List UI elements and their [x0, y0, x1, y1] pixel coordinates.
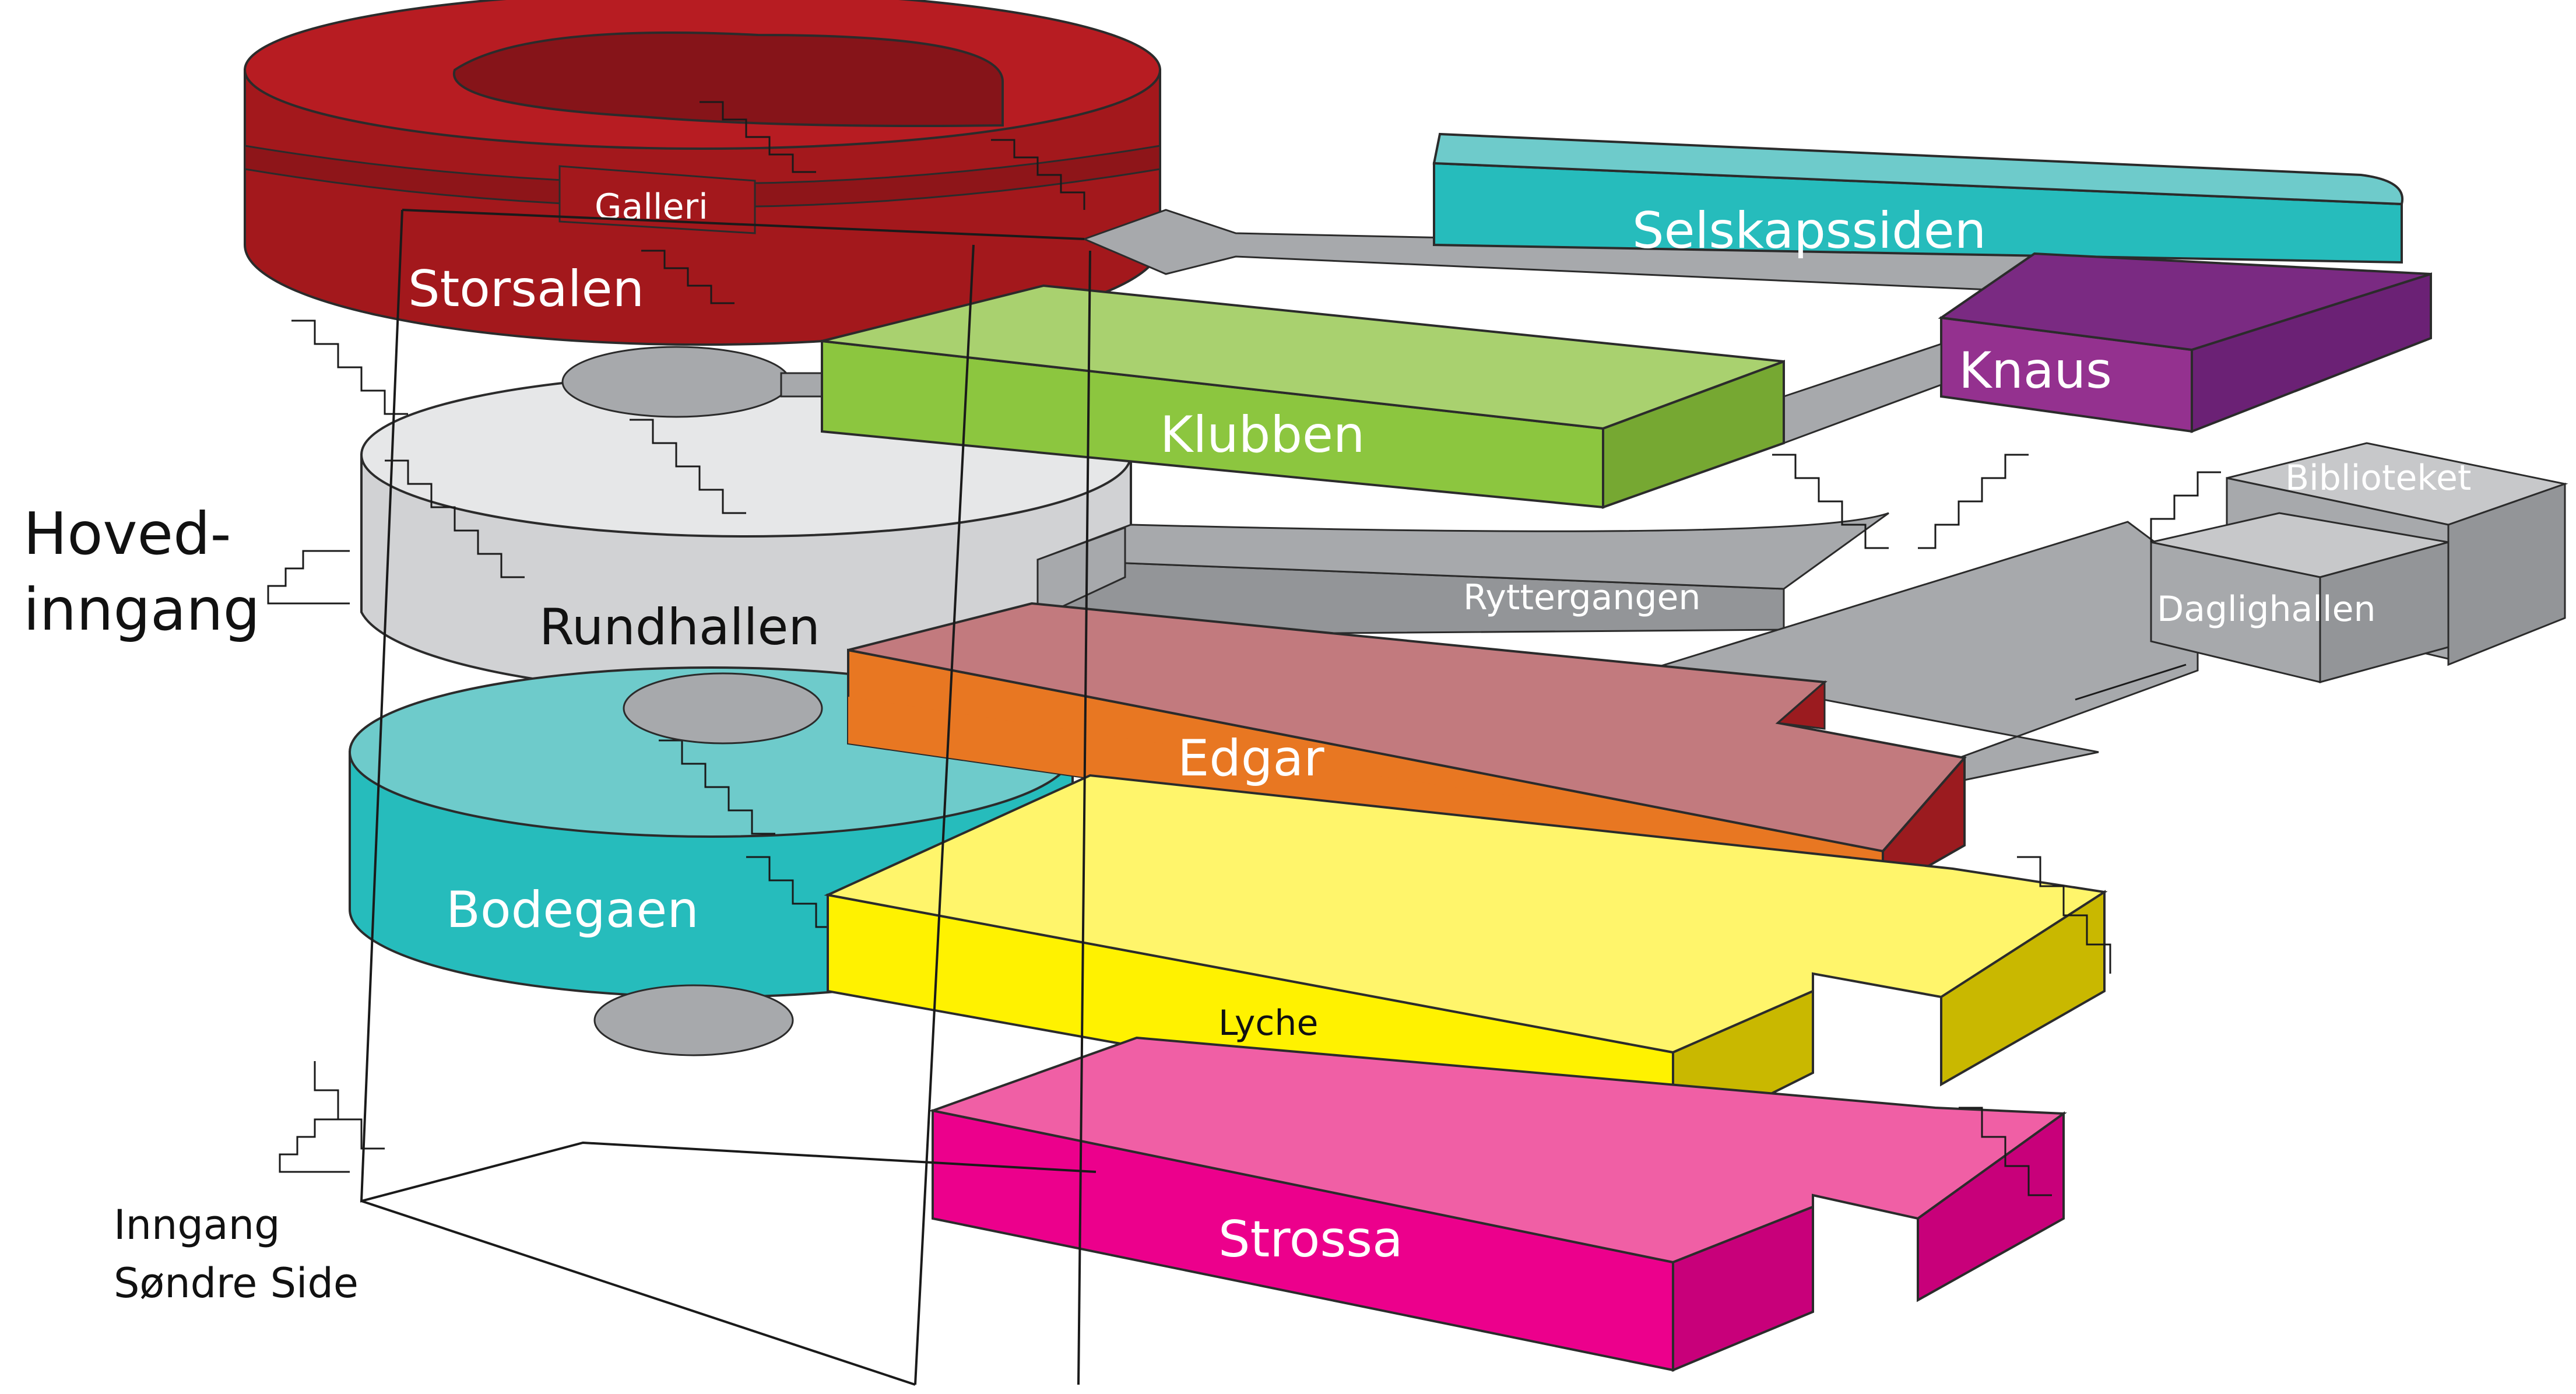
knaus-stairs [1772, 454, 1889, 549]
klubben-side [1602, 360, 1785, 509]
edgar-label: Edgar [1178, 729, 1324, 788]
storsalen-stairs-2 [991, 139, 1085, 210]
knaus-side [2191, 272, 2432, 433]
klubben-knaus-corridor [1783, 342, 1942, 445]
main-entrance-label-line2: inngang [23, 575, 260, 644]
left-stairs-upper [291, 319, 408, 415]
selskapssiden-block: Selskapssiden [1432, 132, 2404, 264]
frame-bottom-edge [361, 1200, 916, 1386]
biblioteket-stairs [2150, 471, 2221, 542]
strossa-side [1672, 1205, 1814, 1372]
main-entrance: Hoved- inngang [23, 500, 350, 644]
frame-right-post [1077, 250, 1091, 1385]
south-entrance: Inngang Søndre Side [114, 1118, 359, 1307]
ryttergangen-top [1037, 512, 1889, 590]
knaus-label: Knaus [1959, 342, 2112, 400]
strossa-block: Strossa [928, 1036, 2067, 1372]
daglighallen-side [2319, 541, 2450, 683]
upper-landing [561, 346, 791, 418]
selskapssiden-label: Selskapssiden [1632, 202, 1986, 260]
lyche-stairs [2017, 856, 2111, 974]
lyche-label: Lyche [1218, 1003, 1318, 1044]
edgar-notch [1776, 680, 1826, 730]
frame-left-post [360, 209, 1097, 1203]
daglighallen-wing: Biblioteket Daglighallen [1655, 442, 2568, 782]
storsalen-block: Galleri Storsalen [244, 0, 1161, 346]
lower-landing [593, 984, 794, 1056]
frame-center-post [914, 244, 975, 1385]
knaus-block: Knaus [1938, 252, 2432, 433]
galleri-box [558, 165, 756, 234]
daglighallen-label: Daglighallen [2157, 589, 2376, 630]
strossa-label: Strossa [1218, 1210, 1403, 1269]
biblioteket-label: Biblioteket [2285, 458, 2471, 498]
left-stairs-lower [314, 1061, 385, 1150]
south-entrance-label-line2: Søndre Side [114, 1259, 359, 1307]
klubben-label: Klubben [1160, 406, 1365, 464]
storsalen-balcony-band [244, 145, 1161, 208]
strossa-side-2 [1917, 1111, 2065, 1302]
middle-landing [623, 672, 823, 745]
daglighallen-entrance-steps [2075, 663, 2187, 701]
ryttergangen-label: Ryttergangen [1463, 577, 1700, 618]
ryttergangen-end [1036, 526, 1126, 620]
south-entrance-label-line1: Inngang [114, 1201, 280, 1249]
storsalen-opening [452, 31, 1004, 127]
strossa-stairs [1959, 1107, 2052, 1196]
ryttergangen-block: Ryttergangen [1036, 512, 1889, 637]
wing-gray-floor [1655, 521, 2199, 782]
bodegaen-stairs-2 [746, 856, 839, 928]
selskapssiden-top [1432, 132, 2404, 206]
south-entrance-steps-icon [279, 1118, 350, 1173]
storsalen-label: Storsalen [408, 260, 644, 318]
knaus-stairs-2 [1918, 454, 2029, 549]
main-entrance-label-line1: Hoved- [23, 500, 231, 568]
bodegaen-label: Bodegaen [446, 881, 699, 939]
storsalen-stairs-3 [641, 250, 735, 304]
frame-top-edge [402, 209, 1085, 240]
lyche-side-2 [1940, 890, 2106, 1087]
bodegaen-stairs-1 [659, 739, 775, 835]
main-entrance-steps-icon [267, 550, 350, 605]
storsalen-stairs-1 [700, 101, 816, 173]
building-frame [360, 209, 1097, 1386]
rundhallen-label: Rundhallen [539, 598, 820, 656]
rundhallen-stairs-2 [630, 419, 746, 514]
rundhallen-stairs-1 [385, 459, 525, 578]
